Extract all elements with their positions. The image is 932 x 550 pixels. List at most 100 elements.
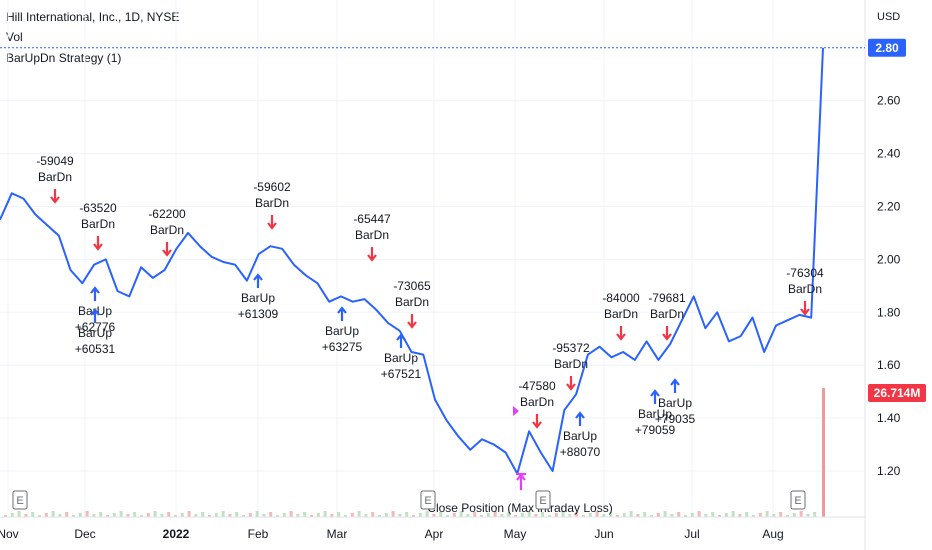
volume-bar — [398, 514, 402, 517]
volume-bar — [616, 515, 619, 517]
volume-bar — [282, 513, 286, 517]
signal-side: BarDn — [38, 170, 72, 184]
last-volume-tag[interactable] — [868, 384, 926, 402]
signal-side: +60531 — [75, 342, 116, 356]
volume-bar — [126, 514, 130, 517]
signal-label: -84000 — [602, 291, 640, 305]
volume-bar — [350, 513, 354, 517]
earnings-marker-icon[interactable] — [12, 490, 28, 510]
strategy-signal[interactable]: -59602 BarDn — [253, 180, 291, 230]
volume-bar — [262, 514, 266, 517]
strategy-signal[interactable]: -95372 BarDn — [552, 341, 590, 391]
volume-bar — [58, 514, 62, 517]
volume-bar — [221, 511, 225, 517]
volume-bar — [140, 515, 143, 517]
volume-bar — [792, 513, 796, 517]
volume-bar — [153, 511, 157, 517]
strategy-signal[interactable]: BarUp +79035 — [655, 378, 696, 426]
volume-bar — [344, 515, 347, 517]
strategy-signal[interactable]: BarUp+62776 — [75, 286, 116, 334]
signal-label: -65447 — [353, 212, 391, 226]
volume-bar — [208, 515, 211, 517]
sell-arrow-icon — [566, 376, 576, 391]
strategy-signal[interactable]: -63520 BarDn — [79, 201, 117, 251]
volume-bar — [255, 511, 259, 517]
sell-arrow-icon — [50, 189, 60, 204]
volume-bar — [575, 512, 579, 517]
signal-label: BarUp — [78, 326, 112, 340]
volume-bar — [752, 515, 755, 517]
signal-label: BarUp — [241, 291, 275, 305]
strategy-signal[interactable]: BarUp +61309 — [238, 273, 279, 321]
last-price-tag[interactable] — [868, 38, 906, 57]
volume-bar — [466, 514, 470, 517]
strategy-signal[interactable]: BarUp +88070 — [560, 411, 601, 459]
signal-side: BarDn — [255, 196, 289, 210]
buy-arrow-icon — [90, 286, 100, 301]
volume-bar — [568, 514, 572, 517]
volume-bar — [194, 514, 198, 517]
strategy-signal[interactable]: BarUp +67521 — [381, 333, 422, 381]
volume-bar — [772, 514, 776, 517]
volume-bar — [684, 515, 687, 517]
strategy-signal[interactable]: BarUp +60531 — [75, 308, 116, 356]
signal-label: BarUp — [384, 351, 418, 365]
strategy-signal[interactable]: -84000 BarDn — [602, 291, 640, 341]
volume-bar — [534, 514, 538, 517]
signal-label: -76304 — [786, 266, 824, 280]
volume-bar — [269, 512, 273, 517]
volume-bar — [364, 514, 368, 517]
signal-side: BarDn — [395, 295, 429, 309]
sell-arrow-icon — [407, 314, 417, 329]
volume-bar — [17, 511, 21, 517]
volume-bar — [704, 514, 708, 517]
volume-bar — [378, 515, 381, 517]
strategy-signal[interactable]: -47580 BarDn — [518, 379, 556, 429]
strategy-signal[interactable]: -62200 BarDn — [148, 207, 186, 257]
volume-bar — [650, 515, 653, 517]
price-line[interactable] — [0, 47, 824, 475]
strategy-signal[interactable]: -65447 BarDn — [353, 212, 391, 262]
sell-arrow-icon — [367, 247, 377, 262]
volume-bar — [51, 511, 55, 517]
volume-bar — [167, 512, 171, 517]
price-line-layer — [0, 47, 824, 475]
volume-bar — [718, 515, 721, 517]
signal-label: BarUp — [325, 324, 359, 338]
legend-title[interactable]: Hill International, Inc., 1D, NYSE — [6, 10, 180, 24]
currency-label: USD — [877, 11, 900, 23]
earnings-marker-icon[interactable] — [790, 490, 806, 510]
signal-side: BarDn — [355, 228, 389, 242]
strategy-signal[interactable]: BarUp +63275 — [322, 306, 363, 354]
volume-bar — [289, 511, 293, 517]
sell-arrow-icon — [162, 242, 172, 257]
legend-volume[interactable]: Vol — [6, 30, 23, 44]
buy-arrow-icon — [253, 273, 263, 288]
sell-arrow-icon — [93, 236, 103, 251]
volume-bar — [405, 512, 409, 517]
volume-bar — [187, 511, 191, 517]
signal-label: -95372 — [552, 341, 590, 355]
earnings-marker-icon[interactable] — [420, 490, 436, 510]
volume-bar — [765, 511, 769, 517]
strategy-signal[interactable]: BarUp +79059 — [635, 389, 676, 437]
signal-side: +79035 — [655, 412, 696, 426]
volume-bar — [745, 512, 749, 517]
legend-strategy[interactable]: BarUpDn Strategy (1) — [6, 51, 122, 65]
x-tick-label: Nov — [0, 527, 19, 541]
strategy-signal[interactable]: -76304 BarDn — [786, 266, 824, 316]
volume-bar — [412, 515, 415, 517]
strategy-signal[interactable]: -73065 BarDn — [393, 279, 431, 329]
volume-bar — [133, 512, 137, 517]
volume-bar — [201, 512, 205, 517]
strategy-signal[interactable]: -79681 BarDn — [648, 291, 686, 341]
volume-bar — [663, 511, 667, 517]
signal-label: -47580 — [518, 379, 556, 393]
earnings-marker-icon[interactable] — [535, 490, 551, 510]
signal-side: BarDn — [604, 307, 638, 321]
volume-bar — [670, 514, 674, 517]
buy-arrow-icon — [396, 333, 406, 348]
volume-bar — [296, 514, 300, 517]
strategy-signal[interactable]: -59049 BarDn — [36, 154, 74, 204]
